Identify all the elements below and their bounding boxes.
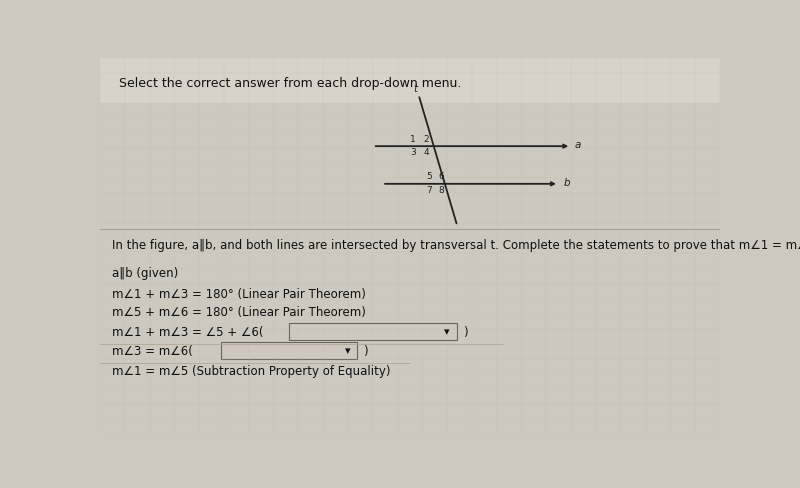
Text: ): ) [363, 345, 368, 357]
Text: 6: 6 [438, 171, 444, 180]
Text: t: t [414, 84, 418, 94]
FancyBboxPatch shape [221, 343, 358, 359]
Text: Select the correct answer from each drop-down menu.: Select the correct answer from each drop… [118, 77, 461, 89]
Text: m∠3 = m∠6(: m∠3 = m∠6( [112, 345, 194, 357]
FancyBboxPatch shape [100, 59, 720, 103]
Text: 2: 2 [424, 135, 430, 143]
Text: ▾: ▾ [345, 346, 351, 356]
Text: ▾: ▾ [444, 327, 450, 337]
Text: 1: 1 [410, 135, 416, 143]
Text: m∠1 = m∠5 (Subtraction Property of Equality): m∠1 = m∠5 (Subtraction Property of Equal… [112, 365, 391, 378]
Text: m∠5 + m∠6 = 180° (Linear Pair Theorem): m∠5 + m∠6 = 180° (Linear Pair Theorem) [112, 305, 366, 319]
Text: 8: 8 [438, 186, 444, 195]
Text: a‖b (given): a‖b (given) [112, 266, 178, 279]
Text: 3: 3 [410, 148, 416, 157]
Text: 5: 5 [426, 171, 432, 180]
Text: In the figure, a‖b, and both lines are intersected by transversal t. Complete th: In the figure, a‖b, and both lines are i… [112, 238, 800, 251]
Text: m∠1 + m∠3 = ∠5 + ∠6(: m∠1 + m∠3 = ∠5 + ∠6( [112, 325, 264, 338]
FancyBboxPatch shape [289, 323, 457, 340]
Text: ): ) [462, 325, 467, 338]
Text: m∠1 + m∠3 = 180° (Linear Pair Theorem): m∠1 + m∠3 = 180° (Linear Pair Theorem) [112, 287, 366, 300]
Text: 7: 7 [426, 186, 432, 195]
Text: b: b [564, 178, 570, 187]
Text: 4: 4 [424, 148, 430, 157]
Text: a: a [574, 140, 581, 150]
